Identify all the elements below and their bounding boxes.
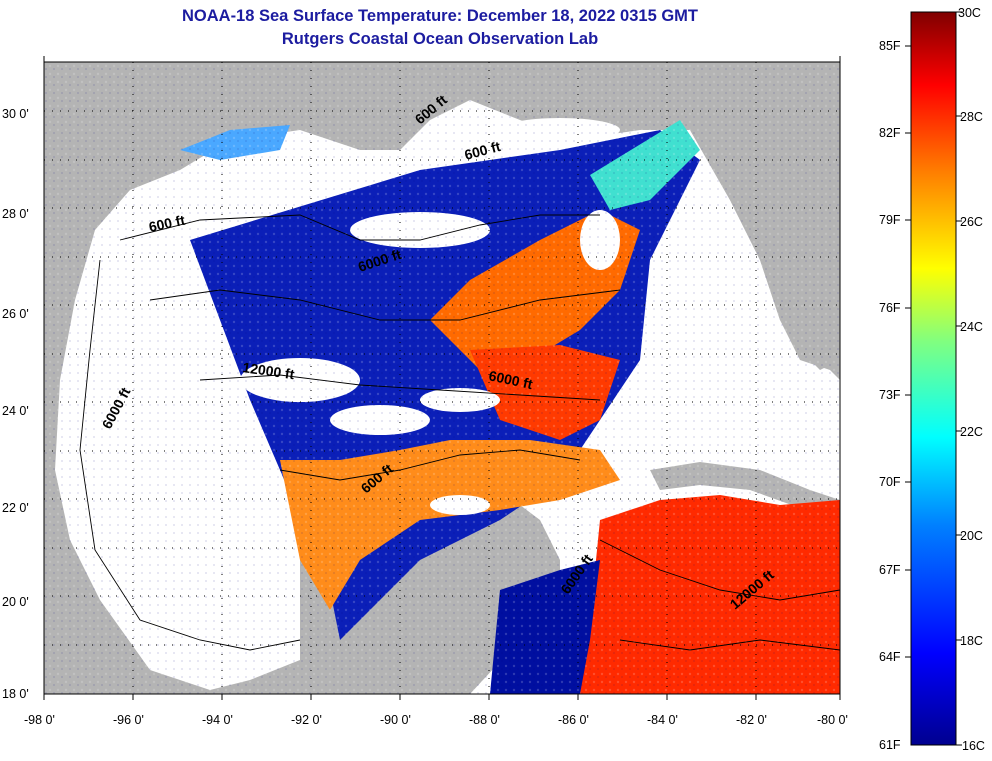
- colorbar-f-label: 76F: [879, 301, 901, 315]
- y-tick-label: 26 0': [2, 307, 29, 321]
- x-tick-label: -88 0': [469, 713, 500, 727]
- y-tick-label: 28 0': [2, 207, 29, 221]
- x-tick-label: -98 0': [24, 713, 55, 727]
- bathymetry-contours: [79, 214, 840, 651]
- colorbar-c-label: 20C: [960, 529, 983, 543]
- x-tick-label: -86 0': [558, 713, 589, 727]
- x-tick-label: -94 0': [202, 713, 233, 727]
- x-tick-label: -96 0': [113, 713, 144, 727]
- colorbar-c-label: 28C: [960, 110, 983, 124]
- colorbar-c-label: 26C: [960, 215, 983, 229]
- y-tick-label: 30 0': [2, 107, 29, 121]
- colorbar-c-label: 18C: [960, 634, 983, 648]
- colorbar-f-label: 79F: [879, 213, 901, 227]
- map-subtitle: Rutgers Coastal Ocean Observation Lab: [281, 30, 599, 48]
- colorbar-f-label: 85F: [879, 39, 901, 53]
- colorbar-f-label: 61F: [879, 738, 901, 752]
- y-tick-label: 24 0': [2, 404, 29, 418]
- colorbar-f-label: 64F: [879, 650, 901, 664]
- x-axis-labels: -98 0' -96 0' -94 0' -92 0' -90 0' -88 0…: [24, 713, 848, 727]
- colorbar-f-label: 73F: [879, 388, 901, 402]
- colorbar-f-label: 70F: [879, 475, 901, 489]
- map-frame: [43, 61, 841, 695]
- colorbar: 85F 82F 79F 76F 73F 70F 67F 64F 61F 30C …: [879, 6, 985, 753]
- contour-label: 600 ft: [147, 212, 186, 235]
- colorbar-c-label: 30C: [958, 6, 981, 20]
- colorbar-c-label: 22C: [960, 425, 983, 439]
- colorbar-ticks: [905, 11, 962, 746]
- y-tick-label: 22 0': [2, 501, 29, 515]
- y-tick-label: 20 0': [2, 595, 29, 609]
- y-tick-label: 18 0': [2, 687, 29, 701]
- colorbar-c-label: 24C: [960, 320, 983, 334]
- colorbar-gradient: [910, 11, 957, 746]
- y-axis-labels: 30 0' 28 0' 26 0' 24 0' 22 0' 20 0' 18 0…: [2, 107, 29, 701]
- x-tick-label: -82 0': [736, 713, 767, 727]
- x-tick-label: -92 0': [291, 713, 322, 727]
- map-title: NOAA-18 Sea Surface Temperature: Decembe…: [181, 7, 698, 25]
- x-tick-label: -90 0': [380, 713, 411, 727]
- map-canvas: 600 ft 6000 ft 12000 ft 6000 ft 600 ft 6…: [44, 62, 840, 694]
- axis-ticks: [43, 56, 841, 700]
- colorbar-f-label: 82F: [879, 126, 901, 140]
- x-tick-label: -84 0': [647, 713, 678, 727]
- x-tick-label: -80 0': [817, 713, 848, 727]
- contour-label: 12000 ft: [242, 359, 296, 382]
- colorbar-f-label: 67F: [879, 563, 901, 577]
- colorbar-c-label: 16C: [962, 739, 985, 753]
